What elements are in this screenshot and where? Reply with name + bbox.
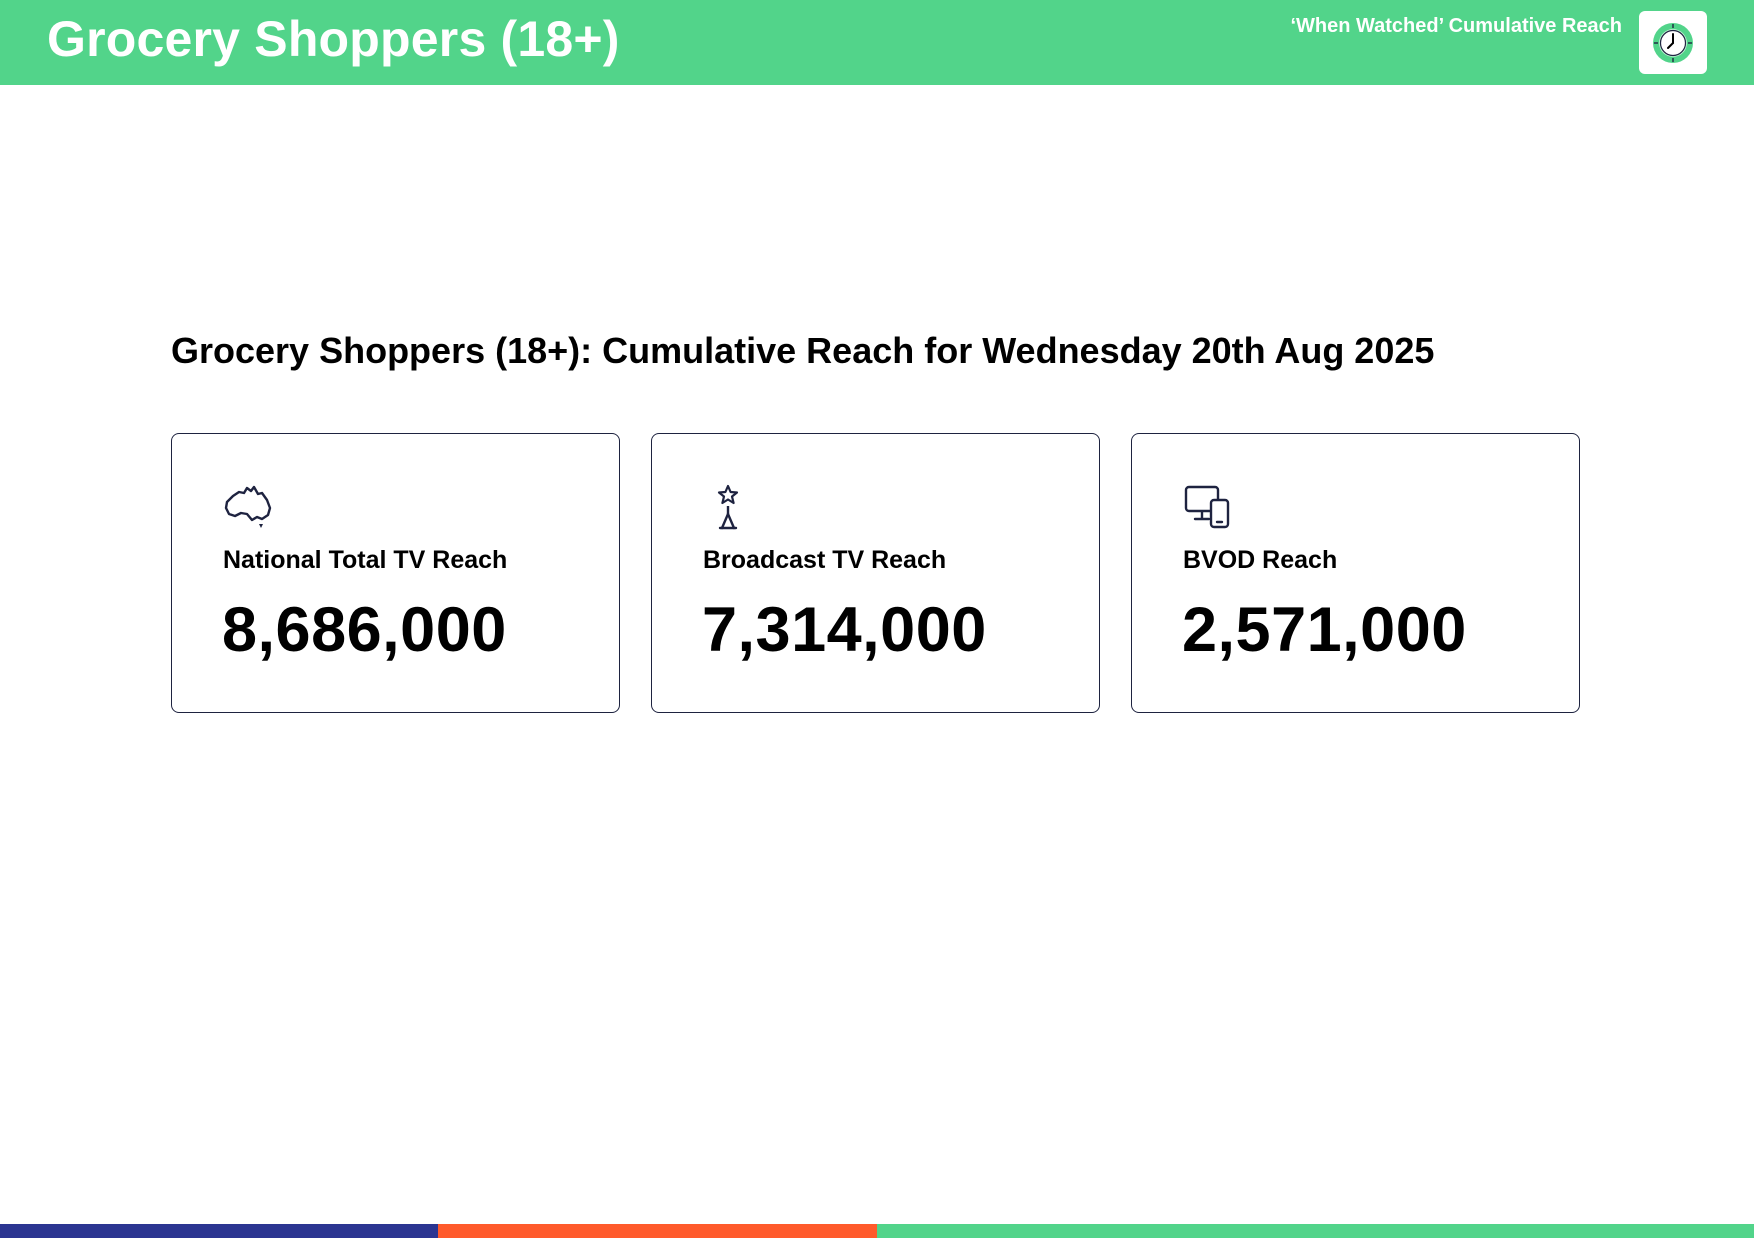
- footer-segment-navy: [0, 1224, 438, 1238]
- clock-icon: [1653, 22, 1693, 63]
- header-subtitle: ‘When Watched’ Cumulative Reach: [1290, 15, 1622, 37]
- reach-card-broadcast: Broadcast TV Reach 7,314,000: [651, 433, 1100, 713]
- footer-segment-green: [877, 1224, 1754, 1238]
- footer-segment-orange: [438, 1224, 877, 1238]
- card-label: Broadcast TV Reach: [703, 546, 947, 574]
- card-label: BVOD Reach: [1183, 546, 1338, 574]
- card-value: 8,686,000: [222, 595, 507, 665]
- header-title: Grocery Shoppers (18+): [47, 11, 620, 67]
- broadcast-tower-icon: [717, 484, 739, 530]
- devices-icon: [1184, 485, 1230, 529]
- card-value: 2,571,000: [1182, 595, 1467, 665]
- card-label: National Total TV Reach: [223, 546, 508, 574]
- australia-map-icon: [224, 485, 272, 528]
- card-value: 7,314,000: [702, 595, 987, 665]
- footer-color-bar: [0, 1224, 1754, 1238]
- header-bar: Grocery Shoppers (18+) ‘When Watched’ Cu…: [0, 0, 1754, 85]
- page-title: Grocery Shoppers (18+): Cumulative Reach…: [171, 330, 1435, 371]
- clock-logo: [1639, 11, 1707, 74]
- reach-card-bvod: BVOD Reach 2,571,000: [1131, 433, 1580, 713]
- reach-card-national: National Total TV Reach 8,686,000: [171, 433, 620, 713]
